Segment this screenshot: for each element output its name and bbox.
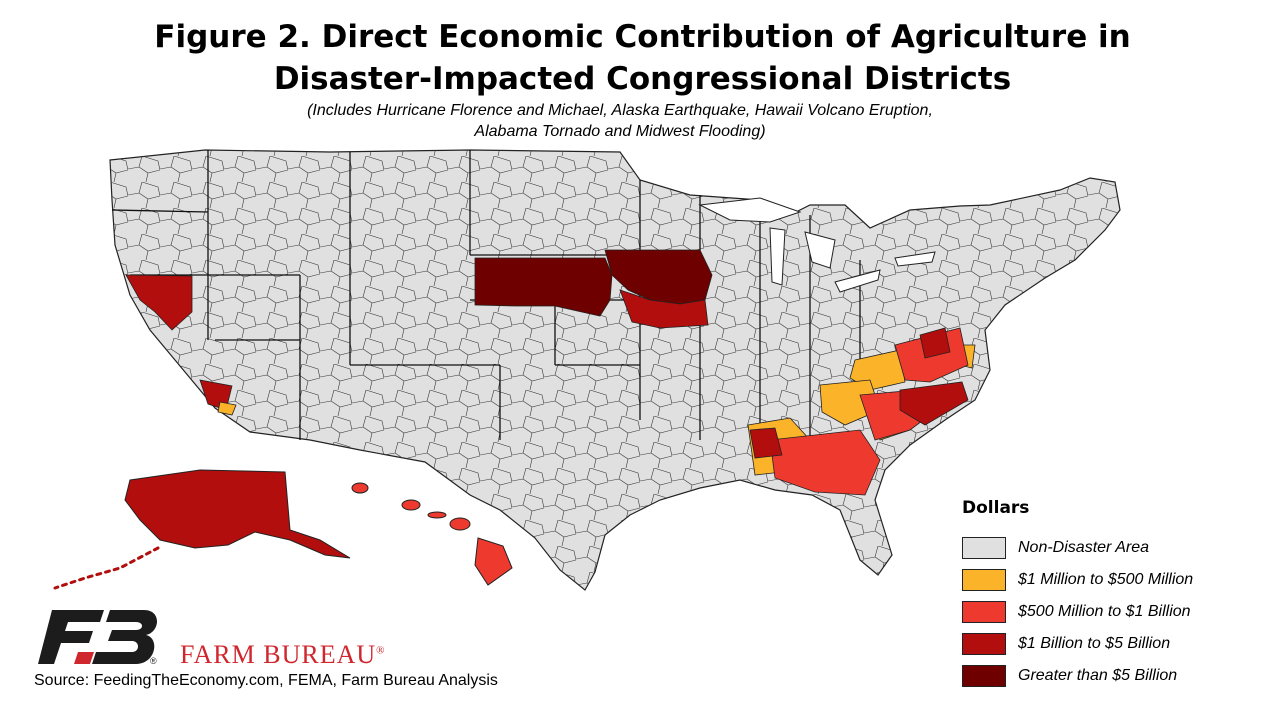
district-1b-5b-north-carolina	[899, 381, 969, 426]
legend-item-1m-500m: $1 Million to $500 Million	[962, 567, 1193, 593]
subtitle-line-2: Alabama Tornado and Midwest Flooding)	[474, 123, 766, 140]
legend-swatch-non-disaster	[962, 537, 1006, 559]
legend-item-greater-5b: Greater than $5 Billion	[962, 663, 1177, 689]
hawaii	[351, 482, 513, 586]
legend-swatch-1m-500m	[962, 569, 1006, 591]
wordmark-registered-mark: ®	[376, 644, 386, 657]
legend-label-500m-1b: $500 Million to $1 Billion	[1018, 603, 1191, 620]
legend-item-1b-5b: $1 Billion to $5 Billion	[962, 631, 1170, 657]
district-1m-500m-california	[217, 401, 237, 416]
legend-label-non-disaster: Non-Disaster Area	[1018, 539, 1150, 556]
legend-label-1m-500m: $1 Million to $500 Million	[1018, 571, 1194, 588]
alaska	[53, 469, 351, 590]
legend-item-500m-1b: $500 Million to $1 Billion	[962, 599, 1191, 625]
district-1b-5b-california	[125, 274, 193, 331]
legend-item-non-disaster: Non-Disaster Area	[962, 535, 1149, 561]
title-line-1: Figure 2. Direct Economic Contribution o…	[154, 19, 1131, 55]
district-500m-1b-georgia	[769, 429, 881, 496]
figure-title: Figure 2. Direct Economic Contribution o…	[0, 16, 1285, 100]
farm-bureau-name: FARM BUREAU	[180, 640, 377, 669]
logo-stripe	[74, 652, 94, 664]
legend-label-1b-5b: $1 Billion to $5 Billion	[1018, 635, 1171, 652]
district-1m-500m-kentucky-tennessee	[849, 349, 906, 391]
district-1b-5b-virginia	[919, 327, 951, 359]
lake-erie	[834, 269, 881, 293]
logo-letter-f	[38, 610, 104, 664]
big-island	[474, 537, 513, 586]
molokai	[427, 511, 447, 519]
district-1b-5b-alabama-west	[749, 427, 783, 459]
legend-swatch-greater-5b	[962, 665, 1006, 687]
district-1m-500m-georgia-north	[819, 379, 881, 426]
district-1b-5b-iowa-south	[619, 289, 709, 329]
legend-title: Dollars	[962, 498, 1030, 518]
title-line-2: Disaster-Impacted Congressional District…	[273, 61, 1012, 97]
subtitle-line-1: (Includes Hurricane Florence and Michael…	[307, 102, 933, 119]
farm-bureau-wordmark: FARM BUREAU®	[180, 640, 386, 670]
legend-swatch-1b-5b	[962, 633, 1006, 655]
us-district-map	[53, 149, 1121, 591]
maui	[449, 517, 471, 531]
district-greater-than-5b-nebraska	[474, 257, 613, 317]
oahu	[401, 499, 421, 511]
logo-letter-b	[92, 610, 157, 664]
kauai	[351, 482, 369, 494]
figure-subtitle: (Includes Hurricane Florence and Michael…	[0, 100, 1240, 142]
legend-label-greater-5b: Greater than $5 Billion	[1018, 667, 1178, 684]
source-note: Source: FeedingTheEconomy.com, FEMA, Far…	[34, 672, 498, 689]
alaska-landmass	[124, 469, 351, 559]
logo-registered-mark: ®	[150, 656, 157, 666]
lake-superior	[698, 197, 802, 223]
lake-michigan	[769, 227, 786, 286]
farm-bureau-logo: ®	[38, 610, 157, 666]
lake-ontario	[894, 251, 936, 267]
disaster-districts	[125, 249, 976, 496]
lake-huron	[804, 231, 836, 269]
great-lakes	[698, 197, 936, 293]
legend-swatch-500m-1b	[962, 601, 1006, 623]
aleutian-islands	[53, 546, 160, 590]
